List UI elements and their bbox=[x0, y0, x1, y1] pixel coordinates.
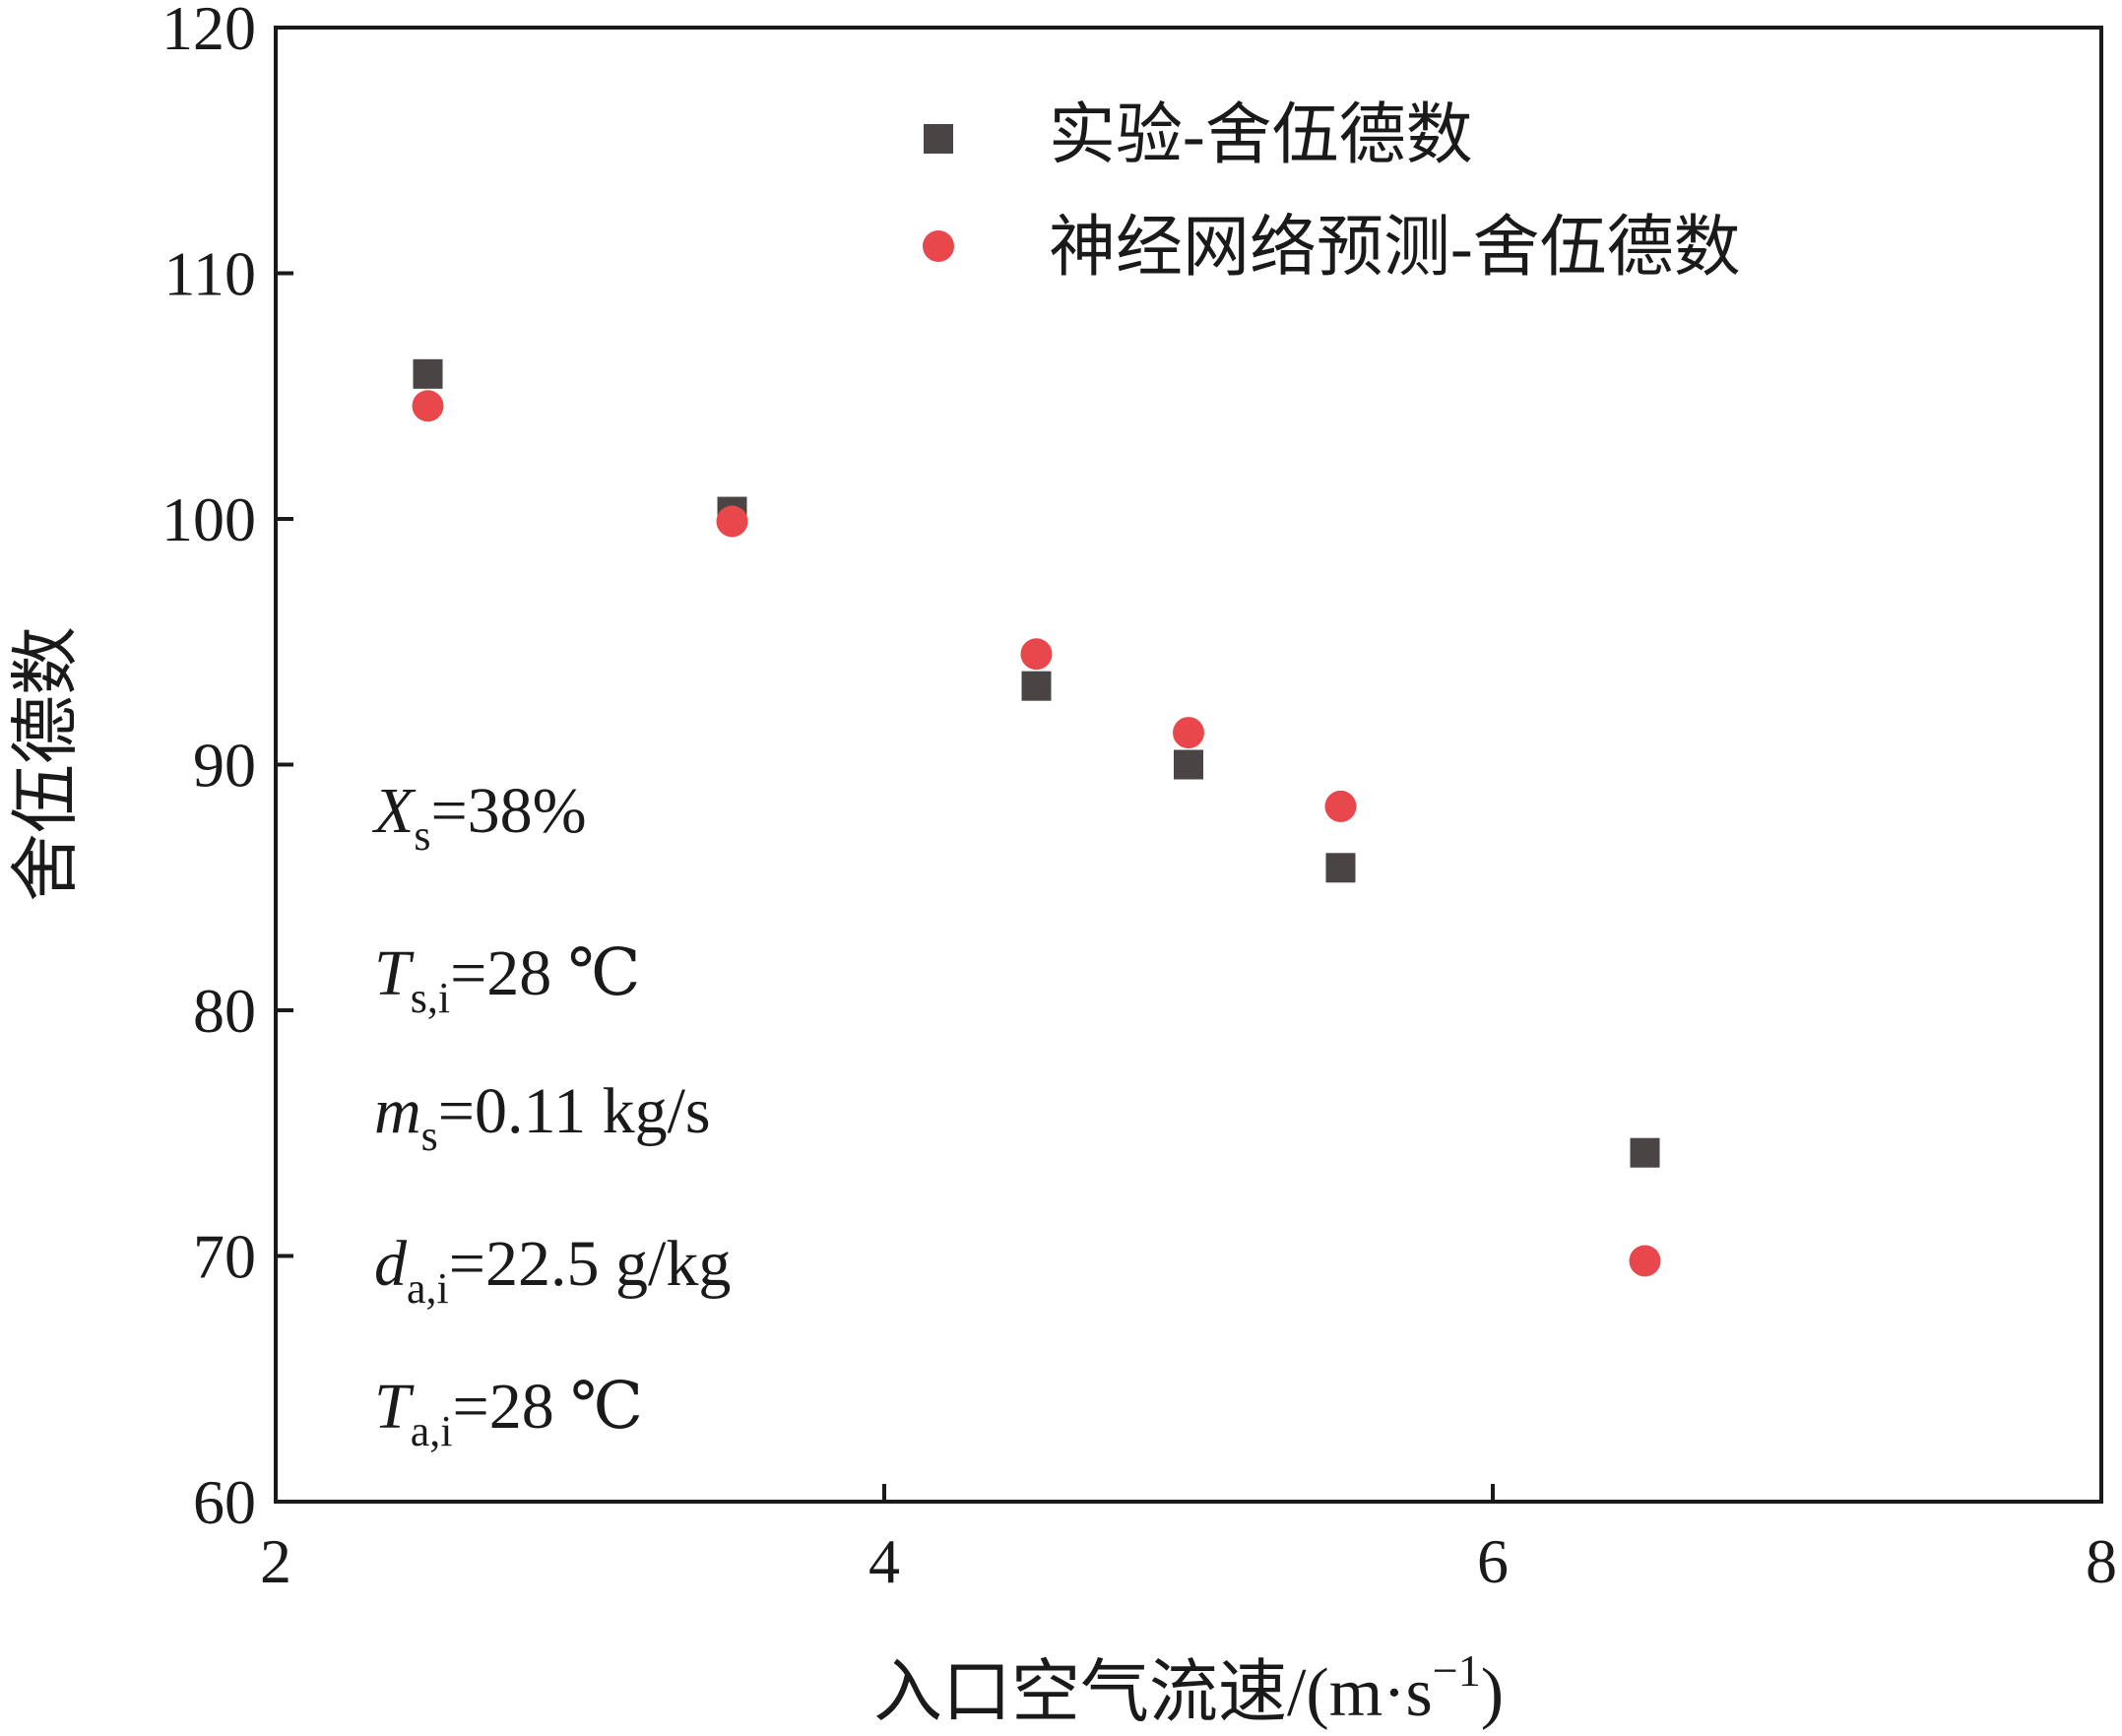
experiment-point bbox=[1174, 749, 1203, 780]
plot-frame bbox=[274, 26, 2103, 1504]
y-tick-label: 70 bbox=[193, 1222, 256, 1292]
y-tick-label: 110 bbox=[163, 239, 256, 309]
y-tick-label: 80 bbox=[193, 976, 256, 1046]
prediction-point bbox=[1324, 790, 1357, 822]
prediction-point bbox=[1020, 638, 1053, 671]
annotation-tsi: Ts,i=28 ℃ bbox=[374, 937, 641, 1022]
y-tick-label: 100 bbox=[161, 484, 256, 554]
x-axis-label: 入口空气流速/(m·s−1) bbox=[873, 1645, 1504, 1731]
legend-label-prediction: 神经网络预测-舍伍德数 bbox=[1049, 210, 1741, 285]
x-tick-label: 8 bbox=[2086, 1526, 2117, 1596]
experiment-point bbox=[1021, 671, 1052, 701]
y-tick-label: 60 bbox=[193, 1467, 256, 1537]
experiment-point bbox=[1325, 853, 1356, 883]
data-marks bbox=[412, 358, 1661, 1277]
experiment-point bbox=[1630, 1137, 1660, 1168]
prediction-point bbox=[716, 505, 748, 538]
y-tick-label: 90 bbox=[193, 731, 256, 801]
prediction-point bbox=[1629, 1245, 1661, 1277]
axis-ticks: 2 4 6 8 60 70 80 90 100 110 120 bbox=[161, 0, 2117, 1596]
x-tick-label: 6 bbox=[1477, 1526, 1509, 1596]
prediction-point bbox=[1173, 717, 1204, 749]
y-axis-label: 舍伍德数 bbox=[9, 626, 85, 902]
prediction-point bbox=[412, 390, 444, 422]
legend: 实验-舍伍德数 神经网络预测-舍伍德数 bbox=[923, 97, 1741, 285]
x-tick-label: 4 bbox=[868, 1526, 900, 1596]
x-tick-label: 2 bbox=[260, 1526, 291, 1596]
legend-marker-experiment bbox=[924, 124, 953, 154]
annotation-dai: da,i=22.5 g/kg bbox=[374, 1228, 731, 1313]
annotation-ms: ms=0.11 kg/s bbox=[374, 1075, 711, 1160]
parameter-annotations: Xs=38% Ts,i=28 ℃ ms=0.11 kg/s da,i=22.5 … bbox=[371, 775, 731, 1455]
experiment-point bbox=[413, 358, 443, 389]
annotation-tai: Ta,i=28 ℃ bbox=[374, 1371, 643, 1455]
legend-label-experiment: 实验-舍伍德数 bbox=[1049, 97, 1473, 172]
annotation-xs: Xs=38% bbox=[371, 775, 587, 860]
legend-marker-prediction bbox=[923, 230, 954, 262]
y-tick-label: 120 bbox=[161, 0, 256, 63]
